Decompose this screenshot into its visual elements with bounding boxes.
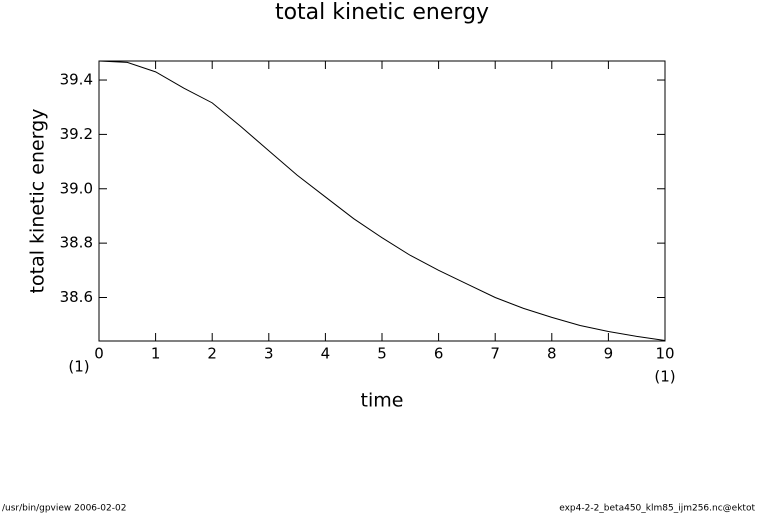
- footer-left: /usr/bin/gpview 2006-02-02: [2, 504, 126, 513]
- x-tick-label: 9: [604, 345, 614, 363]
- y-tick-label: 38.8: [60, 234, 93, 252]
- x-tick-label: 6: [434, 345, 444, 363]
- x-tick-label: 7: [490, 345, 500, 363]
- y-tick-label: 39.2: [60, 125, 93, 143]
- x-tick-label: 4: [321, 345, 331, 363]
- y-tick-label: 38.6: [60, 288, 93, 306]
- y-tick-label: 39.4: [60, 71, 93, 89]
- x-tick-label: 1: [151, 345, 161, 363]
- x-tick-label: 0: [94, 345, 104, 363]
- chart-title: total kinetic energy: [275, 0, 489, 25]
- x-axis-label: time: [361, 390, 404, 412]
- footer-right: exp4-2-2_beta450_klm85_ijm256.nc@ektot: [559, 504, 755, 513]
- y-tick-label: 39.0: [60, 179, 93, 197]
- x-tick-label: 10: [655, 345, 674, 363]
- x-tick-label: 8: [547, 345, 557, 363]
- x-tick-label: 2: [207, 345, 217, 363]
- x-unit-label: (1): [68, 358, 89, 376]
- x-unit-label: (1): [654, 368, 675, 386]
- plot-frame: [98, 60, 666, 342]
- x-tick-label: 5: [377, 345, 387, 363]
- data-line: [98, 60, 666, 341]
- y-axis-label: total kinetic energy: [27, 109, 49, 294]
- x-tick-label: 3: [264, 345, 274, 363]
